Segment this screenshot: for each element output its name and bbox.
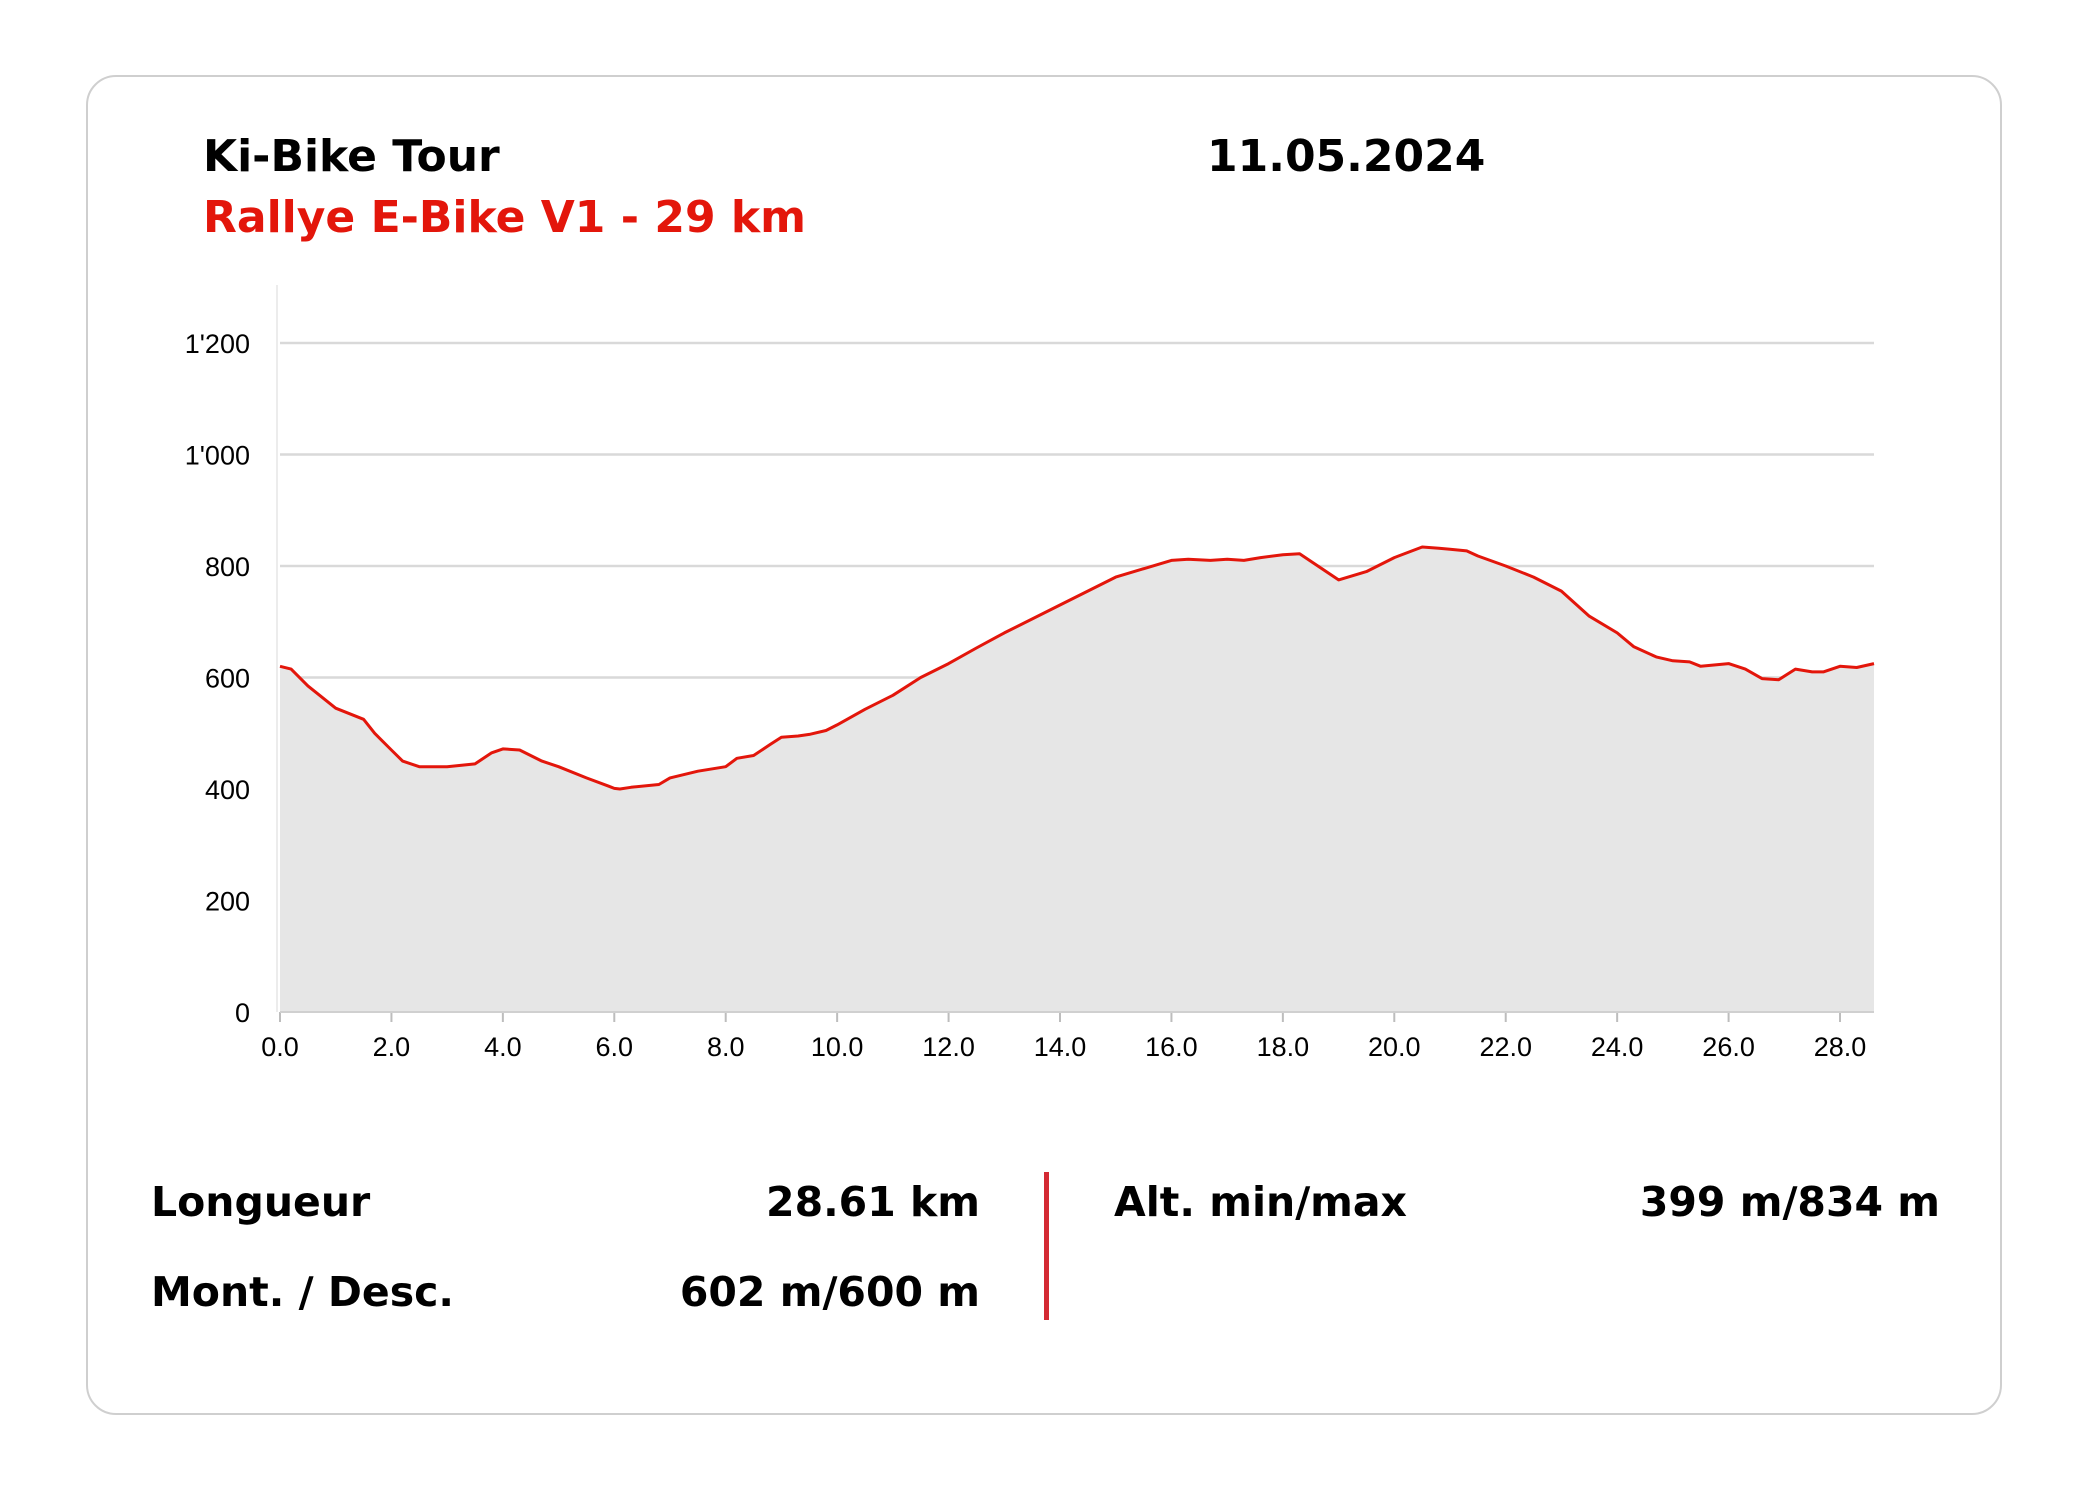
x-tick-label: 20.0 (1368, 1032, 1421, 1062)
y-tick-label: 1'000 (185, 441, 250, 471)
x-tick-label: 22.0 (1479, 1032, 1532, 1062)
x-tick-label: 24.0 (1591, 1032, 1644, 1062)
x-tick-label: 16.0 (1145, 1032, 1198, 1062)
x-tick-label: 0.0 (261, 1032, 299, 1062)
x-tick-label: 28.0 (1814, 1032, 1867, 1062)
y-tick-label: 200 (205, 887, 250, 917)
y-tick-label: 1'200 (185, 329, 250, 359)
elevation-area (280, 547, 1874, 1012)
x-tick-label: 6.0 (596, 1032, 634, 1062)
length-value: 28.61 km (766, 1178, 980, 1226)
y-tick-label: 800 (205, 552, 250, 582)
tour-title: Ki-Bike Tour (203, 131, 500, 182)
x-tick-label: 18.0 (1257, 1032, 1310, 1062)
elevation-line (279, 545, 1875, 791)
x-tick-label: 12.0 (922, 1032, 975, 1062)
y-tick-label: 400 (205, 775, 250, 805)
route-subtitle: Rallye E-Bike V1 - 29 km (203, 192, 806, 243)
x-tick-label: 8.0 (707, 1032, 745, 1062)
y-tick-label: 600 (205, 664, 250, 694)
x-tick-label: 26.0 (1702, 1032, 1755, 1062)
x-tick-label: 4.0 (484, 1032, 522, 1062)
alt-minmax-value: 399 m/834 m (1639, 1178, 1940, 1226)
x-tick-label: 10.0 (811, 1032, 864, 1062)
alt-minmax-label: Alt. min/max (1114, 1178, 1408, 1226)
y-tick-label: 0 (235, 998, 250, 1028)
x-tick-labels: 0.0 2.0 4.0 6.0 8.0 10.0 12.0 14.0 16.0 18.0 20.0 2… (261, 1011, 1874, 1062)
updown-value: 602 m/600 m (679, 1268, 980, 1316)
updown-label: Mont. / Desc. (151, 1268, 454, 1316)
x-tick-label: 2.0 (373, 1032, 411, 1062)
y-tick-labels: 0 200 400 600 800 1'000 1'200 (185, 329, 250, 1028)
x-tick-label: 14.0 (1034, 1032, 1087, 1062)
tour-date: 11.05.2024 (1207, 131, 1486, 182)
length-label: Longueur (151, 1178, 371, 1226)
stats-divider (1044, 1172, 1049, 1320)
